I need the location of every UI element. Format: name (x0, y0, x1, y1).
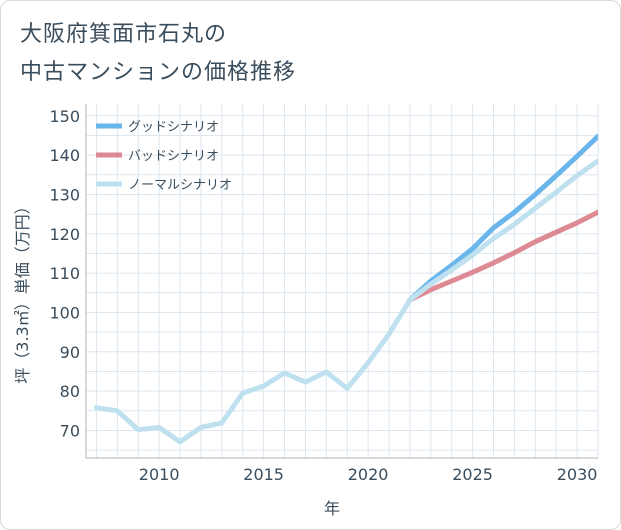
y-tick-label: 130 (49, 185, 80, 204)
series-line-historical (93, 297, 413, 445)
x-tick-label: 2025 (452, 465, 493, 484)
y-tick-label: 120 (49, 225, 80, 244)
y-tick-label: 150 (49, 107, 80, 126)
chart-title-line-1: 大阪府箕面市石丸の (20, 22, 228, 47)
y-tick-label: 140 (49, 146, 80, 165)
plot-area (86, 104, 598, 458)
y-tick-label: 80 (60, 382, 80, 401)
x-tick-label: 2010 (139, 465, 180, 484)
legend-label-good: グッドシナリオ (128, 120, 219, 135)
series-line-normal (407, 158, 598, 303)
y-axis-label: 坪（3.3㎡）単価（万円） (13, 198, 32, 383)
x-tick-label: 2030 (557, 465, 598, 484)
legend-label-bad: バッドシナリオ (128, 149, 219, 164)
series-line-bad (407, 209, 598, 303)
legend-label-normal: ノーマルシナリオ (128, 178, 232, 193)
y-tick-label: 100 (49, 303, 80, 322)
series-line-good (407, 133, 598, 303)
y-tick-label: 110 (49, 264, 80, 283)
x-tick-label: 2015 (243, 465, 284, 484)
y-tick-label: 70 (60, 421, 80, 440)
x-axis-label: 年 (324, 499, 340, 518)
y-tick-label: 90 (60, 343, 80, 362)
chart-title-line-2: 中古マンションの価格推移 (20, 60, 297, 85)
x-tick-label: 2020 (348, 465, 389, 484)
